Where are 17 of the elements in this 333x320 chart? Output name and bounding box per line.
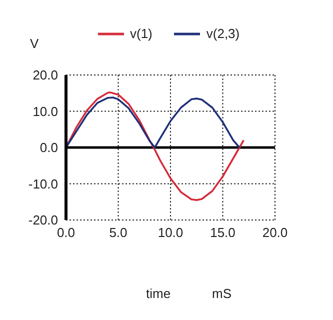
x-tick-label: 10.0 xyxy=(158,225,184,240)
y-tick-label: -10.0 xyxy=(28,176,58,192)
x-tick-label: 5.0 xyxy=(109,225,128,240)
x-axis-title: time xyxy=(146,286,171,301)
legend-label: v(1) xyxy=(129,26,152,41)
x-tick-label: 15.0 xyxy=(210,225,236,240)
x-tick-label: 20.0 xyxy=(262,225,288,240)
x-tick-label: 0.0 xyxy=(56,225,76,240)
y-tick-label: 0.0 xyxy=(40,140,58,156)
y-axis-title: V xyxy=(30,36,39,51)
text: mS xyxy=(212,286,232,301)
y-tick-label: -20.0 xyxy=(28,212,58,228)
line-series xyxy=(66,96,240,148)
y-tick-label: 10.0 xyxy=(32,104,58,119)
legend-label: v(2,3) xyxy=(205,26,240,41)
y-tick-label: 20.0 xyxy=(32,68,58,83)
line-series xyxy=(66,92,245,201)
